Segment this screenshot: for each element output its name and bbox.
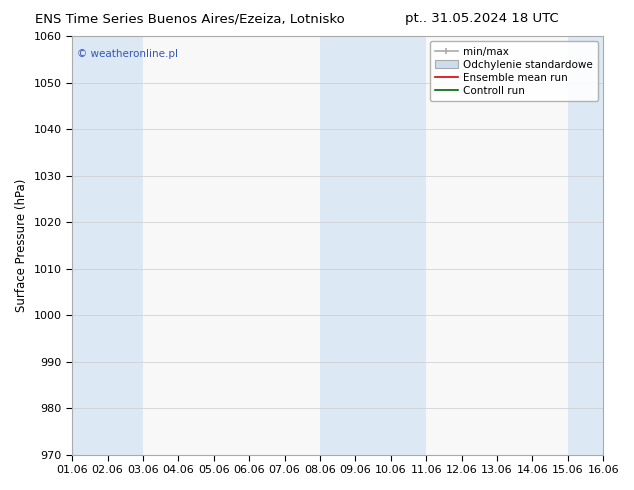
Bar [320,36,426,455]
Legend: min/max, Odchylenie standardowe, Ensemble mean run, Controll run: min/max, Odchylenie standardowe, Ensembl… [430,41,598,101]
Y-axis label: Surface Pressure (hPa): Surface Pressure (hPa) [15,179,28,312]
Text: pt.. 31.05.2024 18 UTC: pt.. 31.05.2024 18 UTC [405,12,559,25]
Text: © weatheronline.pl: © weatheronline.pl [77,49,178,59]
Text: ENS Time Series Buenos Aires/Ezeiza, Lotnisko: ENS Time Series Buenos Aires/Ezeiza, Lot… [36,12,345,25]
Title: ENS Time Series Buenos Aires/Ezeiza, Lotnisko          pt.. 31.05.2024 18 UTC: ENS Time Series Buenos Aires/Ezeiza, Lot… [0,489,1,490]
Bar [568,36,603,455]
Bar [72,36,143,455]
